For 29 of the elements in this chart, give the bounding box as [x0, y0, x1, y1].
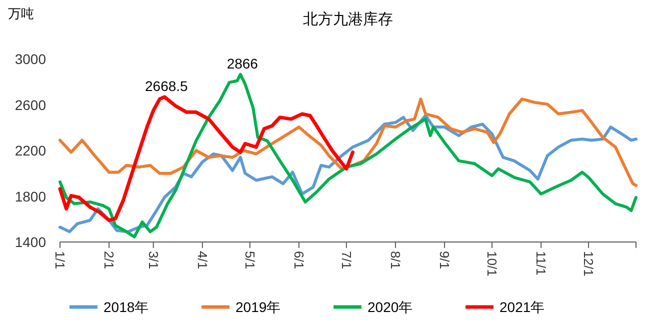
xtick: 3/1 [146, 251, 161, 270]
legend-label: 2019年 [236, 299, 281, 315]
legend-item: 2019年 [202, 299, 281, 315]
xtick: 11/1 [534, 251, 549, 276]
title: 北方九港库存 [303, 11, 393, 28]
ytick: 2600 [14, 96, 46, 113]
annotation: 2668.5 [145, 78, 188, 94]
legend-label: 2020年 [368, 299, 413, 315]
ytick: 2200 [14, 142, 46, 158]
legend-label: 2021年 [500, 299, 545, 315]
xtick: 7/1 [338, 251, 354, 270]
legend-item: 2021年 [466, 299, 545, 315]
xtick: 9/1 [437, 251, 452, 270]
xtick: 2/1 [102, 251, 117, 270]
xtick: 8/1 [388, 251, 403, 270]
xtick: 10/1 [484, 251, 500, 276]
legend-item: 2020年 [334, 299, 413, 315]
legend-label: 2018年 [104, 299, 149, 315]
xtick: 12/1 [581, 251, 596, 276]
legend-item: 2018年 [70, 299, 149, 315]
xtick: 6/1 [291, 251, 306, 270]
annotation: 2866 [226, 55, 258, 72]
xtick: 5/1 [242, 251, 258, 270]
xtick: 4/1 [194, 251, 210, 270]
ytick: 3000 [14, 51, 46, 67]
ytick: 1400 [14, 234, 46, 250]
ytick: 1800 [14, 188, 46, 204]
ylabel: 万吨 [8, 6, 34, 21]
xtick: 1/1 [52, 251, 68, 270]
